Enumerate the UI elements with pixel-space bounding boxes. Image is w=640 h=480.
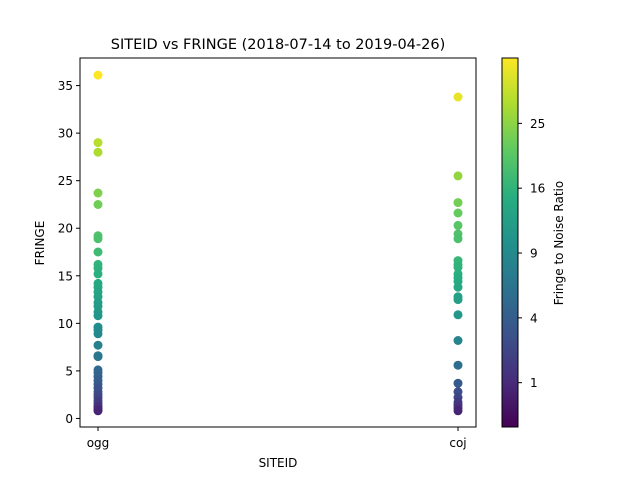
scatter-point-ogg bbox=[93, 147, 103, 157]
scatter-point-coj bbox=[453, 406, 463, 416]
scatter-point-ogg bbox=[93, 406, 103, 416]
scatter-point-coj bbox=[453, 234, 463, 244]
x-axis-ticks: ogg coj bbox=[87, 427, 467, 450]
scatter-point-ogg bbox=[93, 352, 103, 362]
scatter-points bbox=[93, 70, 463, 416]
colorbar-tick-label: 1 bbox=[530, 376, 538, 390]
chart-title: SITEID vs FRINGE (2018-07-14 to 2019-04-… bbox=[111, 37, 445, 53]
scatter-point-ogg bbox=[93, 188, 103, 198]
colorbar-tick-label: 4 bbox=[530, 311, 538, 325]
scatter-point-coj bbox=[453, 198, 463, 208]
colorbar-label: Fringe to Noise Ratio bbox=[552, 181, 566, 306]
scatter-point-coj bbox=[453, 378, 463, 388]
colorbar-tick-label: 25 bbox=[530, 117, 545, 131]
scatter-point-ogg bbox=[93, 138, 103, 148]
y-tick-label: 30 bbox=[58, 127, 73, 141]
y-tick-label: 0 bbox=[65, 412, 73, 426]
scatter-point-coj bbox=[453, 360, 463, 370]
scatter-point-ogg bbox=[93, 247, 103, 257]
scatter-point-ogg bbox=[93, 200, 103, 209]
scatter-point-ogg bbox=[93, 234, 103, 244]
colorbar-tick-label: 9 bbox=[530, 247, 538, 261]
y-tick-label: 25 bbox=[58, 174, 73, 188]
scatter-point-ogg bbox=[93, 269, 103, 279]
scatter-point-ogg bbox=[93, 311, 103, 321]
x-tick-label: coj bbox=[449, 436, 466, 450]
scatter-point-coj bbox=[453, 92, 463, 102]
x-tick-label: ogg bbox=[87, 436, 110, 450]
scatter-point-coj bbox=[453, 220, 463, 230]
scatter-point-coj bbox=[453, 336, 463, 345]
scatter-point-coj bbox=[453, 262, 463, 272]
plot-frame bbox=[79, 57, 477, 428]
scatter-point-ogg bbox=[93, 340, 103, 350]
x-axis-label: SITEID bbox=[259, 456, 298, 470]
scatter-point-ogg bbox=[93, 329, 103, 339]
scatter-point-coj bbox=[453, 310, 463, 320]
y-axis-ticks: 0 5 10 15 20 25 30 35 bbox=[58, 79, 80, 426]
scatter-point-coj bbox=[453, 208, 463, 218]
colorbar-ticks: 1 4 9 16 25 bbox=[518, 117, 545, 390]
colorbar-tick-label: 16 bbox=[530, 182, 545, 196]
scatter-point-ogg bbox=[93, 70, 103, 80]
y-tick-label: 20 bbox=[58, 222, 73, 236]
y-tick-label: 35 bbox=[58, 79, 73, 93]
colorbar bbox=[501, 57, 519, 428]
scatter-point-coj bbox=[453, 282, 463, 292]
y-axis-label: FRINGE bbox=[33, 221, 47, 266]
scatter-point-coj bbox=[453, 171, 463, 181]
y-tick-label: 15 bbox=[58, 269, 73, 283]
y-tick-label: 10 bbox=[58, 317, 73, 331]
scatter-point-coj bbox=[453, 295, 463, 305]
y-tick-label: 5 bbox=[65, 364, 73, 378]
